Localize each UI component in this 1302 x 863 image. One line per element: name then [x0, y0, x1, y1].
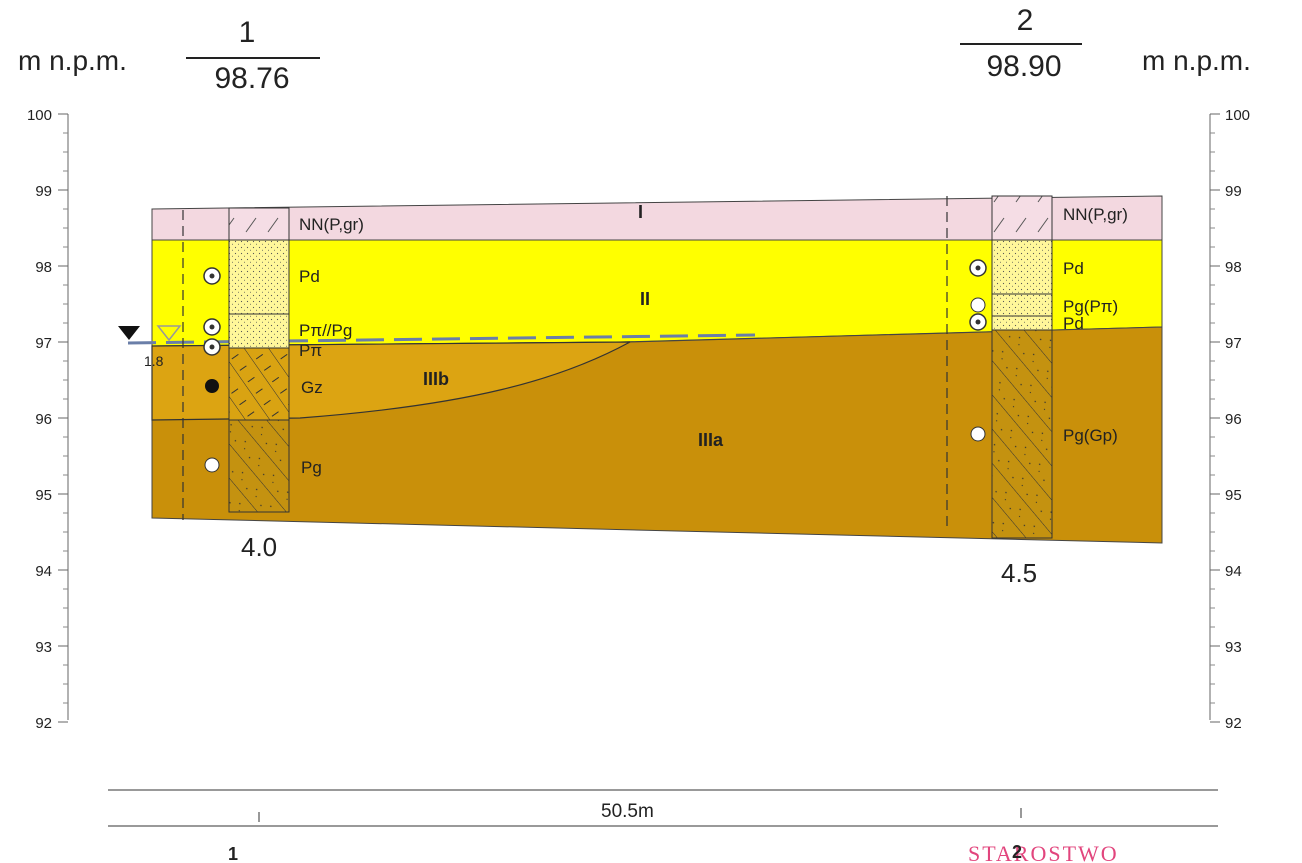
borehole-2-elevation: 98.90	[986, 50, 1061, 83]
axis-tick-label: 95	[1225, 487, 1242, 504]
axis-tick-label: 95	[35, 487, 52, 504]
axis-tick-label: 94	[35, 563, 52, 580]
borehole-1-depth: 4.0	[241, 532, 277, 562]
distance-scale: 50.5m	[108, 789, 1218, 827]
axis-tick-label: 92	[35, 715, 52, 732]
borehole-1-elevation: 98.76	[214, 62, 289, 95]
right-elevation-axis: 100 99 98 97 96 95 94 93 92	[1209, 107, 1250, 732]
bh2-label-fill: NN(P,gr)	[1063, 205, 1128, 224]
borehole-2-number: 2	[1017, 4, 1034, 37]
water-level-depth: 1.8	[144, 353, 164, 369]
borehole-2-depth: 4.5	[1001, 558, 1037, 588]
water-level-drilled-icon	[118, 326, 140, 340]
borehole-2-samples	[969, 259, 987, 442]
bh1-label-ppi: Pπ	[299, 341, 322, 360]
bh1-label-fill: NN(P,gr)	[299, 215, 364, 234]
units-right-label: m n.p.m.	[1142, 45, 1251, 76]
axis-tick-label: 96	[35, 411, 52, 428]
axis-tick-label: 100	[27, 107, 52, 124]
axis-tick-label: 100	[1225, 107, 1250, 124]
axis-tick-label: 99	[1225, 183, 1242, 200]
water-level-steady-icon	[156, 325, 182, 342]
bh2-label-pd-2: Pd	[1063, 314, 1084, 333]
axis-tick-label: 98	[35, 259, 52, 276]
axis-tick-label: 92	[1225, 715, 1242, 732]
axis-tick-label: 93	[1225, 639, 1242, 656]
scale-right-number: 2	[1012, 842, 1022, 862]
bh1-label-pd: Pd	[299, 267, 320, 286]
scale-left-number: 1	[228, 844, 238, 863]
axis-tick-label: 97	[1225, 335, 1242, 352]
axis-tick-label: 94	[1225, 563, 1242, 580]
layer-IIIa-label: IIIa	[698, 430, 724, 450]
layer-II-label: II	[640, 289, 650, 309]
axis-tick-label: 98	[1225, 259, 1242, 276]
stamp-text: STAROSTWO	[968, 841, 1119, 863]
axis-tick-label: 96	[1225, 411, 1242, 428]
left-elevation-axis: 100 99 98 97 96 95 94 93 92	[27, 107, 69, 732]
bh2-label-pg-ppi: Pg(Pπ)	[1063, 297, 1118, 316]
axis-tick-label: 99	[35, 183, 52, 200]
bh1-label-pg: Pg	[301, 458, 322, 477]
water-table-line	[127, 333, 756, 345]
borehole-2-column	[991, 195, 1053, 539]
layer-I-label: I	[638, 202, 643, 222]
bh1-label-gz: Gz	[301, 378, 323, 397]
bh1-label-ppi-pg: Pπ//Pg	[299, 321, 352, 340]
bh2-label-pd: Pd	[1063, 259, 1084, 278]
units-left-label: m n.p.m.	[18, 45, 127, 76]
borehole-1-number: 1	[239, 16, 256, 49]
borehole-1-samples	[203, 267, 221, 473]
axis-tick-label: 93	[35, 639, 52, 656]
distance-label: 50.5m	[601, 801, 654, 822]
bh2-label-pg-gp: Pg(Gp)	[1063, 426, 1118, 445]
axis-tick-label: 97	[35, 335, 52, 352]
borehole-1-column	[228, 207, 290, 513]
layer-IIIb-label: IIIb	[423, 369, 449, 389]
